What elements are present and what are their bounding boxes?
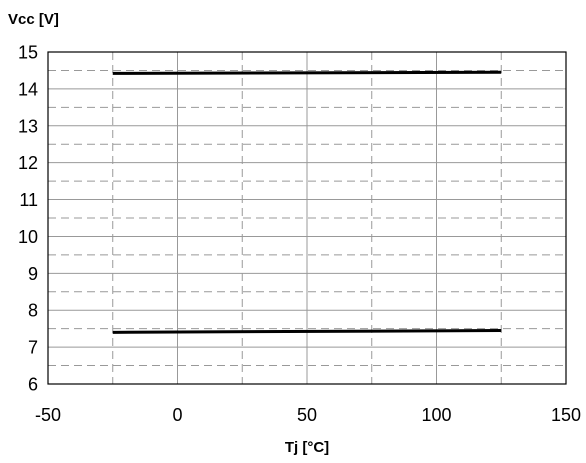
y-tick-label: 6 <box>28 375 38 395</box>
series-line-2 <box>112 329 502 334</box>
x-tick-label: -50 <box>35 405 61 425</box>
y-axis-label: Vcc [V] <box>8 11 59 28</box>
y-tick-label: 12 <box>18 153 38 173</box>
y-tick-label: 14 <box>18 79 38 99</box>
x-tick-label: 50 <box>297 405 317 425</box>
y-tick-label: 10 <box>18 227 38 247</box>
series-group <box>112 70 502 334</box>
y-tick-label: 8 <box>28 301 38 321</box>
y-tick-label: 13 <box>18 116 38 136</box>
x-tick-label: 150 <box>551 405 581 425</box>
y-tick-labels: 6 7 8 9 10 11 12 13 14 15 <box>18 43 38 395</box>
x-tick-labels: -50 0 50 100 150 <box>35 405 581 425</box>
y-tick-label: 9 <box>28 264 38 284</box>
x-tick-label: 100 <box>421 405 451 425</box>
y-tick-label: 15 <box>18 43 38 63</box>
x-tick-label: 0 <box>172 405 182 425</box>
grid <box>48 52 566 384</box>
plot-frame <box>47 51 567 385</box>
series-line-1 <box>112 70 502 75</box>
x-axis-label: Tj [°C] <box>285 439 329 456</box>
y-tick-label: 7 <box>28 338 38 358</box>
y-tick-label: 11 <box>19 190 38 210</box>
